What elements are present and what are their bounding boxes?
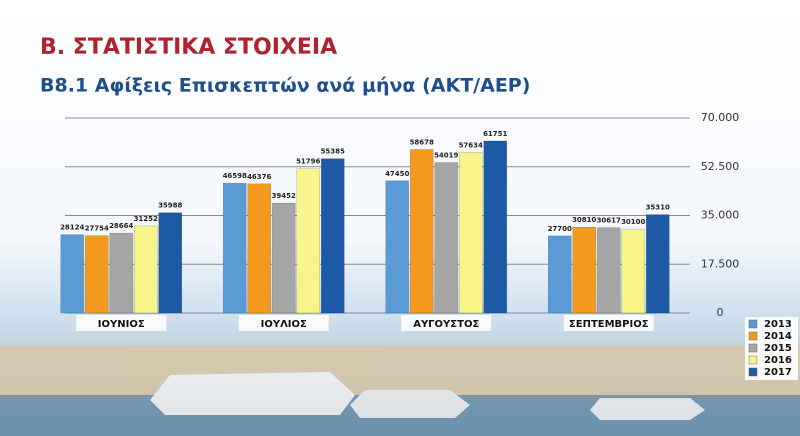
data-label: 57634: [459, 141, 483, 149]
data-label: 30100: [621, 218, 645, 226]
data-label: 61751: [483, 130, 507, 138]
data-label: 51796: [296, 158, 320, 166]
bar: [483, 140, 508, 314]
data-label: 28124: [60, 224, 84, 232]
data-label: 54019: [434, 152, 458, 160]
legend-label: 2013: [764, 319, 792, 330]
data-label: 30810: [572, 216, 596, 224]
bar: [572, 226, 597, 314]
x-tick-label: ΑΥΓΟΥΣΤΟΣ: [413, 319, 479, 330]
subtitle: Β8.1 Αφίξεις Επισκεπτών ανά μήνα (ΑΚΤ/ΑΕ…: [40, 75, 530, 97]
data-label: 28664: [109, 222, 133, 230]
data-label: 46376: [247, 173, 271, 181]
data-label: 30617: [597, 217, 621, 225]
category-box: [76, 315, 167, 331]
bar: [434, 162, 459, 314]
harbor-scene: [0, 345, 800, 436]
legend-label: 2016: [764, 355, 792, 366]
bar: [621, 228, 646, 314]
bar: [320, 158, 345, 314]
legend-swatch: [748, 319, 758, 329]
bar: [109, 232, 134, 314]
y-tick-label: 52.500: [701, 160, 740, 173]
legend-label: 2017: [764, 367, 792, 378]
data-label: 27754: [85, 225, 109, 233]
bar: [596, 227, 621, 314]
x-tick-label: ΙΟΥΝΙΟΣ: [98, 319, 145, 330]
bar: [247, 183, 272, 314]
data-label: 35310: [646, 204, 670, 212]
y-tick-label: 17.500: [701, 257, 740, 270]
bar: [645, 214, 670, 314]
plot: 0 17.500 35.000 52.500 70.000 28124 27754 28664…: [60, 111, 739, 331]
bar: [60, 234, 85, 314]
bar: [158, 212, 183, 314]
data-label: 35988: [158, 202, 182, 210]
legend-swatch: [748, 343, 758, 353]
x-tick-label: ΣΕΠΤΕΜΒΡΙΟΣ: [569, 319, 649, 330]
bar: [385, 180, 410, 314]
category-box: [238, 315, 329, 331]
bar: [458, 152, 483, 314]
legend-label: 2014: [764, 331, 792, 342]
category-box: [401, 315, 492, 331]
bar: [547, 235, 572, 314]
y-tick-label: 0: [717, 306, 724, 319]
bar: [84, 235, 109, 314]
data-label: 46598: [223, 172, 247, 180]
data-label: 58678: [410, 139, 434, 147]
data-label: 39452: [272, 192, 296, 200]
legend-label: 2015: [764, 343, 792, 354]
bar: [296, 168, 321, 314]
bar: [409, 149, 434, 314]
y-tick-label: 70.000: [701, 111, 740, 124]
data-label: 47450: [385, 170, 409, 178]
legend-swatch: [748, 355, 758, 365]
legend-swatch: [748, 331, 758, 341]
bar: [222, 182, 247, 314]
category-box: [563, 315, 654, 331]
data-label: 55385: [321, 148, 345, 156]
x-tick-label: ΙΟΥΛΙΟΣ: [261, 319, 307, 330]
bar: [271, 202, 296, 314]
legend-swatch: [748, 367, 758, 377]
bar: [133, 225, 158, 314]
y-tick-label: 35.000: [701, 209, 740, 222]
data-label: 31252: [134, 215, 158, 223]
title: Β. ΣΤΑΤΙΣΤΙΚΑ ΣΤΟΙΧΕΙΑ: [40, 35, 337, 60]
data-label: 27700: [548, 225, 572, 233]
